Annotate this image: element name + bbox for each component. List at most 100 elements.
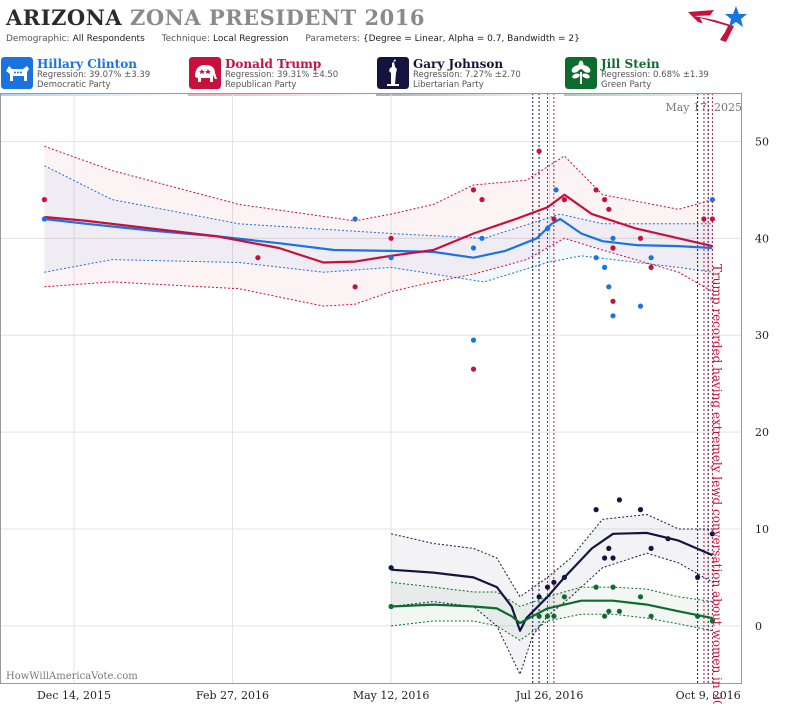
poll-point <box>606 608 612 614</box>
poll-point <box>602 555 608 561</box>
poll-point <box>602 197 608 203</box>
site-logo-icon <box>688 6 747 42</box>
poll-point <box>648 255 654 261</box>
poll-point <box>709 216 716 222</box>
legend-stein: Jill Stein Regression: 0.68% ±1.39 Green… <box>564 56 750 92</box>
lower-bound-line <box>44 237 713 307</box>
watermark: HowWillAmericaVote.com <box>6 671 138 682</box>
poll-point <box>561 594 568 600</box>
x-tick-label: Feb 27, 2016 <box>196 689 269 702</box>
poll-point <box>606 545 612 551</box>
trend-line <box>391 531 713 632</box>
technique-value: Local Regression <box>213 34 289 44</box>
poll-point <box>551 613 557 619</box>
upper-bound-line <box>44 165 713 239</box>
x-tick-label: May 12, 2016 <box>353 689 430 702</box>
poll-point <box>536 594 542 600</box>
poll-point <box>544 613 551 619</box>
leaf-icon <box>565 57 597 89</box>
polling-chart: Dec 14, 2015 Feb 27, 2016 May 12, 2016 Jul … <box>0 93 769 704</box>
technique-label: Technique: <box>161 34 211 44</box>
poll-point <box>709 531 716 537</box>
poll-point <box>388 565 394 571</box>
chart-parameters: Demographic: All Respondents Technique: Lo… <box>6 34 594 44</box>
candidate-party: Libertarian Party <box>413 80 484 90</box>
event-annotation: Trump recorded having extremely lewd con… <box>710 264 724 704</box>
y-tick-label: 0 <box>755 620 762 633</box>
legend-johnson: Gary Johnson Regression: 7.27% ±2.70 Lib… <box>376 56 562 92</box>
confidence-band <box>391 514 713 675</box>
poll-point <box>610 235 616 241</box>
poll-point <box>536 148 542 154</box>
x-tick-label: Dec 14, 2015 <box>37 689 111 702</box>
candidate-name: Donald Trump <box>225 57 322 71</box>
poll-point <box>637 303 644 309</box>
candidate-regression: Regression: 7.27% ±2.70 <box>413 70 521 80</box>
plot-frame <box>0 93 742 684</box>
y-tick-label: 20 <box>755 426 769 439</box>
poll-point <box>561 197 568 203</box>
trend-line <box>391 599 713 625</box>
x-tick-label: Jul 26, 2016 <box>515 689 584 702</box>
poll-point <box>610 555 616 561</box>
title-race: ZONA PRESIDENT 2016 <box>130 5 425 30</box>
poll-point <box>602 264 608 270</box>
poll-point <box>593 507 599 513</box>
poll-point <box>610 584 616 590</box>
axes: Dec 14, 2015 Feb 27, 2016 May 12, 2016 Jul … <box>0 93 769 702</box>
y-tick-label: 40 <box>755 232 769 245</box>
poll-point <box>352 216 358 222</box>
candidate-party: Democratic Party <box>37 80 111 90</box>
poll-point <box>637 235 644 241</box>
poll-point <box>606 284 612 290</box>
candidate-regression: Regression: 39.31% ±4.50 <box>225 70 339 80</box>
lower-bound-line <box>44 255 713 283</box>
lower-bound-line <box>391 613 713 642</box>
poll-point <box>41 216 48 222</box>
poll-point <box>553 187 559 193</box>
poll-point <box>479 235 485 241</box>
poll-point <box>648 545 654 551</box>
demographic-value: All Respondents <box>72 34 145 44</box>
confidence-band <box>44 165 713 282</box>
poll-point <box>593 187 599 193</box>
poll-point <box>41 197 48 203</box>
confidence-band <box>44 146 713 307</box>
poll-point <box>709 197 716 203</box>
poll-point <box>388 603 394 610</box>
confidence-band <box>391 582 713 641</box>
trend-line <box>44 193 713 264</box>
poll-point <box>616 497 623 503</box>
poll-point <box>470 337 477 343</box>
poll-point <box>536 613 542 619</box>
poll-point <box>561 574 568 580</box>
date-stamp: May 17, 2025 <box>665 101 742 114</box>
poll-point <box>695 574 701 580</box>
poll-point <box>479 197 485 203</box>
poll-point <box>610 313 616 319</box>
upper-bound-line <box>44 145 713 222</box>
trend-lines <box>44 193 713 632</box>
legend-clinton: Hillary Clinton Regression: 39.07% ±3.39… <box>0 56 186 92</box>
candidate-name: Hillary Clinton <box>37 57 137 71</box>
candidate-name: Jill Stein <box>601 57 660 71</box>
y-tick-label: 10 <box>755 523 769 536</box>
candidate-party: Republican Party <box>225 80 297 90</box>
candidate-regression: Regression: 0.68% ±1.39 <box>601 70 709 80</box>
poll-point <box>255 255 261 261</box>
poll-point <box>648 264 654 270</box>
elephant-icon <box>189 57 221 89</box>
candidate-regression: Regression: 39.07% ±3.39 <box>37 70 151 80</box>
chart-header: ARIZONA ZONA PRESIDENT 2016 Demographic:… <box>0 0 789 56</box>
poll-point <box>470 187 477 193</box>
poll-point <box>602 613 608 619</box>
poll-point <box>551 216 557 222</box>
confidence-bands <box>44 145 713 676</box>
poll-point <box>616 608 623 614</box>
donkey-icon <box>1 57 33 89</box>
poll-point <box>593 255 599 261</box>
poll-point <box>470 366 477 372</box>
poll-point <box>352 284 358 290</box>
poll-point <box>648 613 654 619</box>
poll-point <box>388 235 394 241</box>
